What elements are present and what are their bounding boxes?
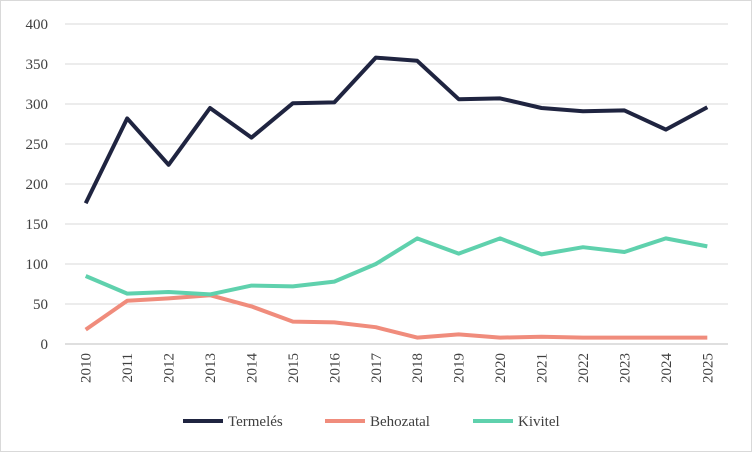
- x-tick-label-2014: 2014: [244, 353, 260, 384]
- series-line-kivitel: [84, 236, 708, 297]
- series-lines: [83, 55, 709, 340]
- y-tick-label-150: 150: [26, 217, 49, 233]
- series-line-termel-s: [83, 55, 709, 205]
- y-tick-label-300: 300: [26, 97, 49, 113]
- legend-label-kivitel: Kivitel: [518, 414, 560, 430]
- y-tick-label-200: 200: [26, 177, 49, 193]
- x-tick-label-2017: 2017: [369, 353, 385, 384]
- x-tick-label-2016: 2016: [327, 353, 343, 384]
- x-tick-label-2015: 2015: [286, 353, 302, 383]
- x-tick-label-2019: 2019: [452, 353, 468, 383]
- x-axis-tick-labels: 2010 2011 2012 2013 2014 2015 2016 2017 2018 2019…: [79, 353, 717, 384]
- x-tick-label-2024: 2024: [659, 353, 675, 384]
- x-tick-label-2022: 2022: [576, 353, 592, 383]
- legend-label-termel-s: Termelés: [228, 414, 283, 430]
- y-axis-tick-labels: 0 50 100 150 200 250 300 350 400: [26, 17, 49, 353]
- x-tick-label-2010: 2010: [79, 353, 95, 383]
- x-tick-label-2012: 2012: [162, 353, 178, 383]
- y-tick-label-100: 100: [26, 257, 49, 273]
- y-tick-label-0: 0: [41, 337, 49, 353]
- x-tick-label-2020: 2020: [493, 353, 509, 383]
- y-tick-label-50: 50: [33, 297, 48, 313]
- series-line-behozatal: [84, 293, 708, 340]
- legend: Termelés Behozatal Kivitel: [183, 414, 560, 430]
- x-tick-label-2025: 2025: [700, 353, 716, 383]
- y-tick-label-250: 250: [26, 137, 49, 153]
- x-tick-label-2011: 2011: [120, 353, 136, 382]
- x-tick-label-2023: 2023: [617, 353, 633, 383]
- y-tick-label-350: 350: [26, 57, 49, 73]
- y-tick-label-400: 400: [26, 17, 49, 33]
- x-tick-label-2013: 2013: [203, 353, 219, 383]
- x-tick-label-2021: 2021: [535, 353, 551, 383]
- x-tick-label-2018: 2018: [410, 353, 426, 383]
- gridlines: [65, 23, 728, 345]
- legend-label-behozatal: Behozatal: [370, 414, 430, 430]
